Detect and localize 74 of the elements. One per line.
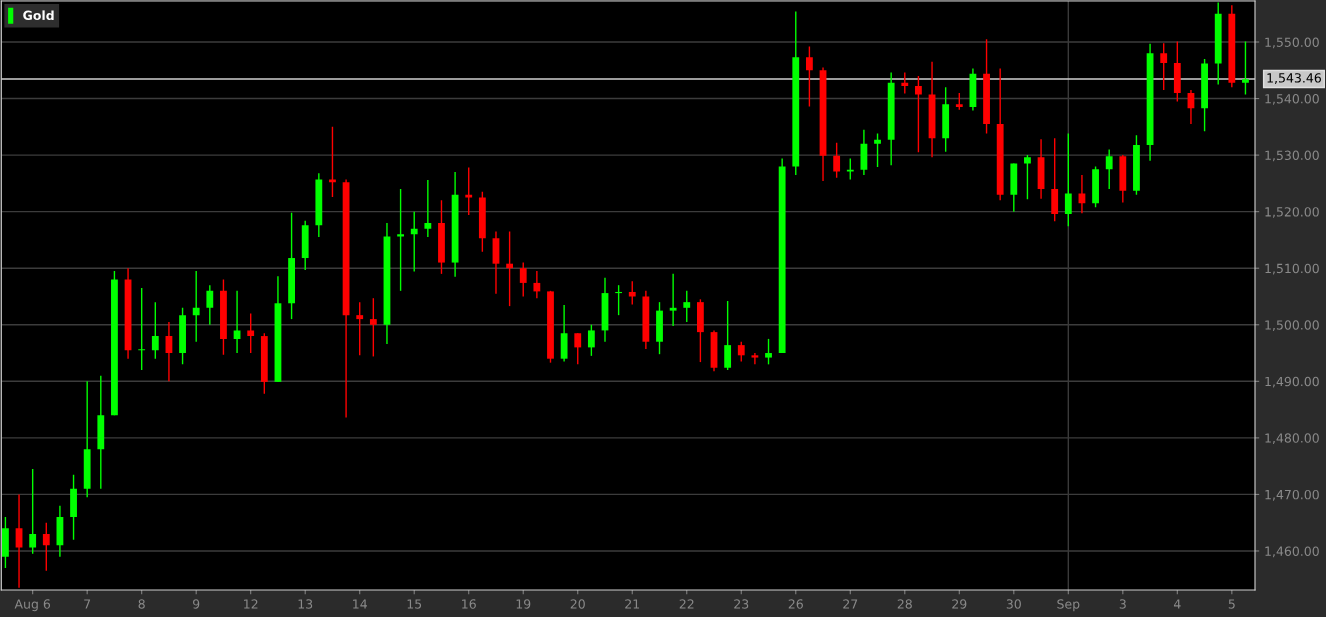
y-tick-label: 1,530.00	[1265, 150, 1319, 162]
x-tick-label: 28	[897, 599, 912, 609]
candlestick	[737, 341, 745, 363]
candlestick	[424, 179, 432, 238]
candlestick	[805, 45, 813, 108]
candlestick	[901, 71, 909, 95]
x-tick-label: 22	[679, 599, 694, 609]
candlestick	[574, 332, 582, 366]
candlestick	[151, 301, 159, 360]
candlestick	[356, 301, 364, 356]
y-tick-label: 1,540.00	[1265, 94, 1319, 105]
candlestick	[329, 126, 336, 198]
candlestick	[397, 188, 404, 292]
candlestick	[1024, 154, 1031, 200]
candlestick	[247, 312, 255, 354]
candlestick	[29, 468, 37, 555]
candlestick	[846, 157, 854, 181]
candlestick	[42, 522, 50, 572]
x-tick-label: 26	[788, 599, 803, 609]
x-tick-label: Aug 6	[14, 599, 51, 612]
x-tick-label: 7	[84, 599, 91, 609]
y-tick-label: 1,510.00	[1265, 263, 1319, 275]
y-tick-label: 1,550.00	[1265, 37, 1319, 49]
x-tick-label: 23	[734, 599, 749, 609]
candlestick	[833, 141, 841, 179]
x-tick-label: 29	[952, 599, 967, 609]
x-tick-label: 21	[625, 599, 640, 609]
x-tick-label: 8	[138, 599, 145, 609]
x-tick-label: 13	[298, 599, 313, 609]
candlestick	[15, 493, 23, 589]
x-tick-label: 30	[1006, 599, 1021, 609]
x-tick-label: 12	[244, 599, 258, 609]
x-tick-label: 19	[516, 599, 531, 609]
candlestick	[192, 270, 200, 343]
y-tick-label: 1,500.00	[1265, 320, 1319, 331]
x-tick-label: 20	[570, 599, 585, 609]
candlestick	[465, 166, 473, 216]
candlestick	[915, 75, 922, 153]
x-tick-label: 5	[1228, 599, 1235, 609]
candlestick	[765, 338, 772, 366]
candlestick	[669, 273, 677, 327]
candlestick	[1105, 148, 1113, 190]
candlestick	[138, 287, 146, 371]
candlestick	[683, 290, 691, 323]
x-tick-label: 9	[193, 599, 200, 609]
candlestick	[751, 352, 759, 366]
candlestick	[533, 270, 541, 299]
candlestick	[874, 132, 881, 168]
candlestick	[233, 290, 241, 354]
candlestick	[369, 297, 377, 358]
x-tick-label: 3	[1119, 599, 1126, 609]
y-tick-label: 1,490.00	[1265, 376, 1319, 388]
x-tick-label: 15	[407, 599, 422, 609]
candlestick	[1242, 40, 1249, 96]
y-tick-label: 1,470.00	[1265, 489, 1319, 501]
candlestick	[506, 230, 514, 307]
candlestick	[410, 210, 418, 273]
x-tick-label: Sep	[1057, 599, 1080, 612]
x-tick-label: 14	[353, 599, 367, 609]
ref-line-label: 1,543.46	[1267, 73, 1321, 84]
x-tick-label: 4	[1173, 599, 1181, 609]
candlestick	[1064, 132, 1072, 228]
candlestick	[206, 284, 214, 326]
candlestick	[519, 261, 527, 298]
legend-label: Gold	[23, 10, 54, 21]
x-tick-label: 16	[462, 599, 476, 609]
y-tick-label: 1,460.00	[1265, 546, 1319, 558]
y-tick-label: 1,520.00	[1265, 207, 1319, 218]
candlestick	[724, 300, 732, 371]
y-tick-label: 1,480.00	[1265, 433, 1319, 445]
candlestick	[1160, 42, 1168, 91]
candlestick	[628, 280, 636, 306]
candlestick	[587, 324, 595, 357]
x-tick-label: 27	[843, 599, 858, 609]
